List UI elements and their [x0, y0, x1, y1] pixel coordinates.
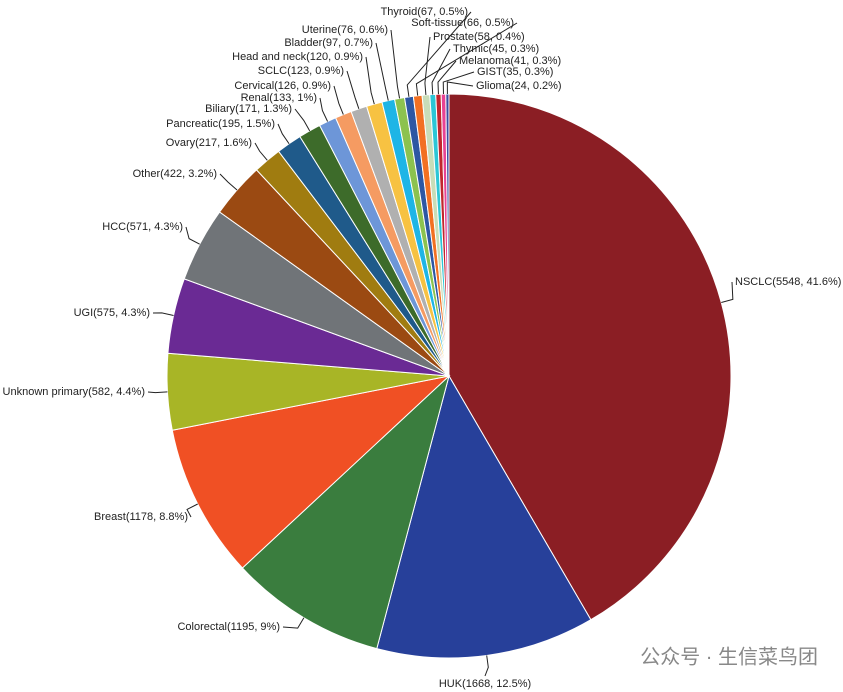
leader-line	[406, 11, 472, 97]
slice-label: Other(422, 3.2%)	[133, 168, 217, 180]
leader-line	[442, 71, 475, 95]
leader-line	[319, 97, 329, 122]
watermark: 公众号 · 生信菜鸟团	[640, 645, 818, 668]
slice-label: Soft-tissue(66, 0.5%)	[411, 17, 514, 29]
leader-line	[277, 123, 290, 145]
slice-label: Pancreatic(195, 1.5%)	[166, 118, 275, 130]
slice-label: Cervical(126, 0.9%)	[234, 80, 331, 92]
slice-label: Breast(1178, 8.8%)	[94, 511, 188, 523]
slice-label: Melanoma(41, 0.3%)	[459, 55, 561, 67]
slice-label: UGI(575, 4.3%)	[74, 307, 150, 319]
leader-line	[424, 36, 431, 95]
leader-line	[721, 281, 734, 304]
leader-line	[431, 48, 451, 95]
leader-line	[254, 142, 268, 161]
leader-line	[294, 108, 311, 132]
slice-label: GIST(35, 0.3%)	[477, 66, 553, 78]
slice-label: Glioma(24, 0.2%)	[476, 80, 562, 92]
slice-label: Colorectal(1195, 9%)	[177, 621, 280, 633]
slice-label: Thymic(45, 0.3%)	[453, 43, 539, 55]
leader-line	[186, 503, 198, 518]
leader-line	[147, 391, 168, 394]
leader-line	[333, 85, 344, 115]
slice-label: Uterine(76, 0.6%)	[302, 24, 388, 36]
pie-slice	[448, 93, 732, 621]
leader-line	[446, 81, 474, 95]
leader-line	[390, 29, 401, 99]
slice-label: Unknown primary(582, 4.4%)	[3, 386, 145, 398]
leader-line	[375, 42, 389, 101]
slice-label: Renal(133, 1%)	[241, 92, 317, 104]
slice-label: Bladder(97, 0.7%)	[284, 37, 373, 49]
leader-line	[152, 312, 174, 316]
slice-label: Head and neck(120, 0.9%)	[232, 51, 363, 63]
slice-label: Ovary(217, 1.6%)	[166, 137, 252, 149]
slice-label: HCC(571, 4.3%)	[102, 221, 183, 233]
slice-label: SCLC(123, 0.9%)	[258, 65, 344, 77]
slice-label: Thyroid(67, 0.5%)	[381, 6, 468, 18]
leader-line	[185, 226, 200, 245]
leader-line	[437, 60, 457, 95]
leader-line	[346, 70, 360, 109]
leader-line	[219, 173, 238, 191]
slice-label: HUK(1668, 12.5%)	[439, 678, 531, 690]
leader-line	[415, 22, 518, 96]
slice-label: NSCLC(5548, 41.6%)	[735, 276, 841, 288]
slice-label: Biliary(171, 1.3%)	[205, 103, 292, 115]
leader-line	[282, 617, 305, 629]
leader-line	[484, 655, 489, 677]
leader-line	[365, 56, 375, 105]
slice-label: Prostate(58, 0.4%)	[433, 31, 525, 43]
